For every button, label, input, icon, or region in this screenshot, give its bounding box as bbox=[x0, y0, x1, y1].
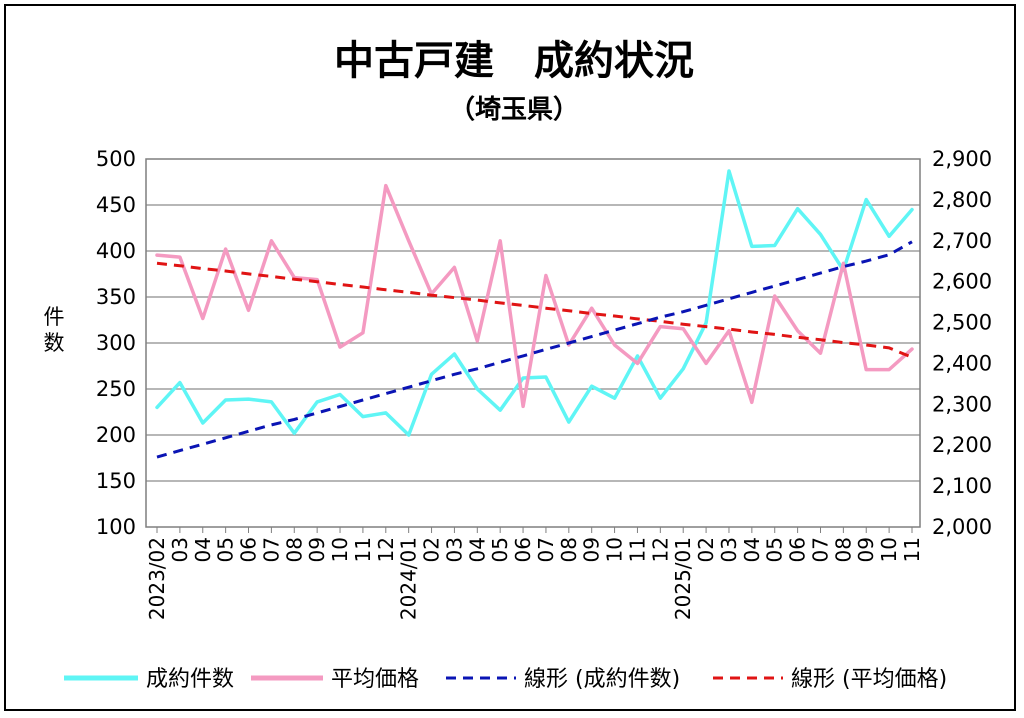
series-line-0 bbox=[155, 169, 914, 437]
y2-tick-label: 2,800 bbox=[932, 188, 992, 212]
y2-tick-label: 2,500 bbox=[932, 311, 992, 335]
x-tick-label: 10 bbox=[877, 537, 901, 562]
legend: 成約件数 平均価格 線形 (成約件数) 線形 (平均価格) bbox=[64, 667, 947, 692]
y2-tick-label: 2,600 bbox=[932, 270, 992, 294]
x-tick-label: 08 bbox=[831, 537, 855, 562]
x-tick-label: 2024/01 bbox=[397, 537, 421, 620]
series-line-2 bbox=[156, 240, 913, 459]
y2-tick-label: 2,300 bbox=[932, 392, 992, 416]
x-tick-label: 2025/01 bbox=[671, 537, 695, 620]
y2-tick-label: 2,200 bbox=[932, 433, 992, 457]
x-axis-ticks: 2023/02030405060708091011122024/01020304… bbox=[145, 527, 924, 620]
y2-tick-label: 2,000 bbox=[932, 515, 992, 539]
x-tick-label: 07 bbox=[808, 537, 832, 562]
x-tick-label: 03 bbox=[442, 537, 466, 562]
x-tick-label: 09 bbox=[854, 537, 878, 562]
legend-label-2: 線形 (成約件数) bbox=[524, 667, 680, 692]
x-tick-label: 08 bbox=[557, 537, 581, 562]
gridlines bbox=[146, 204, 920, 482]
y2-tick-label: 2,100 bbox=[932, 474, 992, 498]
x-tick-label: 02 bbox=[694, 537, 718, 562]
y-tick-label: 250 bbox=[96, 377, 136, 401]
legend-label-3: 線形 (平均価格) bbox=[791, 667, 947, 692]
y-tick-label: 200 bbox=[96, 423, 136, 447]
x-tick-label: 05 bbox=[214, 537, 238, 562]
x-tick-label: 11 bbox=[351, 537, 375, 562]
x-tick-label: 10 bbox=[328, 537, 352, 562]
x-tick-label: 04 bbox=[465, 537, 489, 562]
x-tick-label: 06 bbox=[237, 537, 261, 562]
x-tick-label: 08 bbox=[282, 537, 306, 562]
x-tick-label: 09 bbox=[580, 537, 604, 562]
x-tick-label: 11 bbox=[900, 537, 924, 562]
x-tick-label: 2023/02 bbox=[145, 537, 169, 620]
left-axis-ticks: 100 150 200 250 300 350 400 450 500 bbox=[96, 147, 136, 539]
y2-tick-label: 2,900 bbox=[932, 147, 992, 171]
chart-frame: 中古戸建 成約状況 （埼玉県） 100 150 200 250 300 350 400 450… bbox=[4, 4, 1016, 711]
y-tick-label: 100 bbox=[96, 515, 136, 539]
y-tick-label: 350 bbox=[96, 285, 136, 309]
y-tick-label: 400 bbox=[96, 239, 136, 263]
legend-label-0: 成約件数 bbox=[146, 667, 234, 692]
x-tick-label: 06 bbox=[786, 537, 810, 562]
y-tick-label: 500 bbox=[96, 147, 136, 171]
x-tick-label: 02 bbox=[420, 537, 444, 562]
x-tick-label: 12 bbox=[648, 537, 672, 562]
chart-subtitle: （埼玉県） bbox=[449, 95, 579, 125]
x-tick-label: 06 bbox=[511, 537, 535, 562]
x-tick-label: 05 bbox=[763, 537, 787, 562]
x-tick-label: 05 bbox=[488, 537, 512, 562]
legend-label-1: 平均価格 bbox=[331, 667, 419, 692]
x-tick-label: 11 bbox=[625, 537, 649, 562]
x-tick-label: 03 bbox=[717, 537, 741, 562]
x-tick-label: 07 bbox=[259, 537, 283, 562]
y-axis-label: 件数 bbox=[44, 305, 65, 355]
plot-area-border bbox=[145, 158, 921, 528]
y2-tick-label: 2,400 bbox=[932, 351, 992, 375]
chart: 中古戸建 成約状況 （埼玉県） 100 150 200 250 300 350 400 450… bbox=[44, 38, 993, 692]
y-tick-label: 150 bbox=[96, 469, 136, 493]
x-tick-label: 09 bbox=[305, 537, 329, 562]
series-line-3 bbox=[156, 261, 913, 359]
x-tick-label: 07 bbox=[534, 537, 558, 562]
x-tick-label: 03 bbox=[168, 537, 192, 562]
x-tick-label: 04 bbox=[740, 537, 764, 562]
y-tick-label: 300 bbox=[96, 331, 136, 355]
series-line-1 bbox=[155, 183, 914, 409]
x-tick-label: 04 bbox=[191, 537, 215, 562]
right-axis-ticks: 2,000 2,100 2,200 2,300 2,400 2,500 2,600 2,700… bbox=[932, 147, 992, 539]
chart-title: 中古戸建 成約状況 bbox=[334, 38, 694, 84]
y-tick-label: 450 bbox=[96, 193, 136, 217]
x-tick-label: 12 bbox=[374, 537, 398, 562]
series-lines bbox=[155, 169, 914, 459]
x-tick-label: 10 bbox=[603, 537, 627, 562]
y2-tick-label: 2,700 bbox=[932, 229, 992, 253]
y-axis-title: 件数 bbox=[44, 305, 65, 355]
